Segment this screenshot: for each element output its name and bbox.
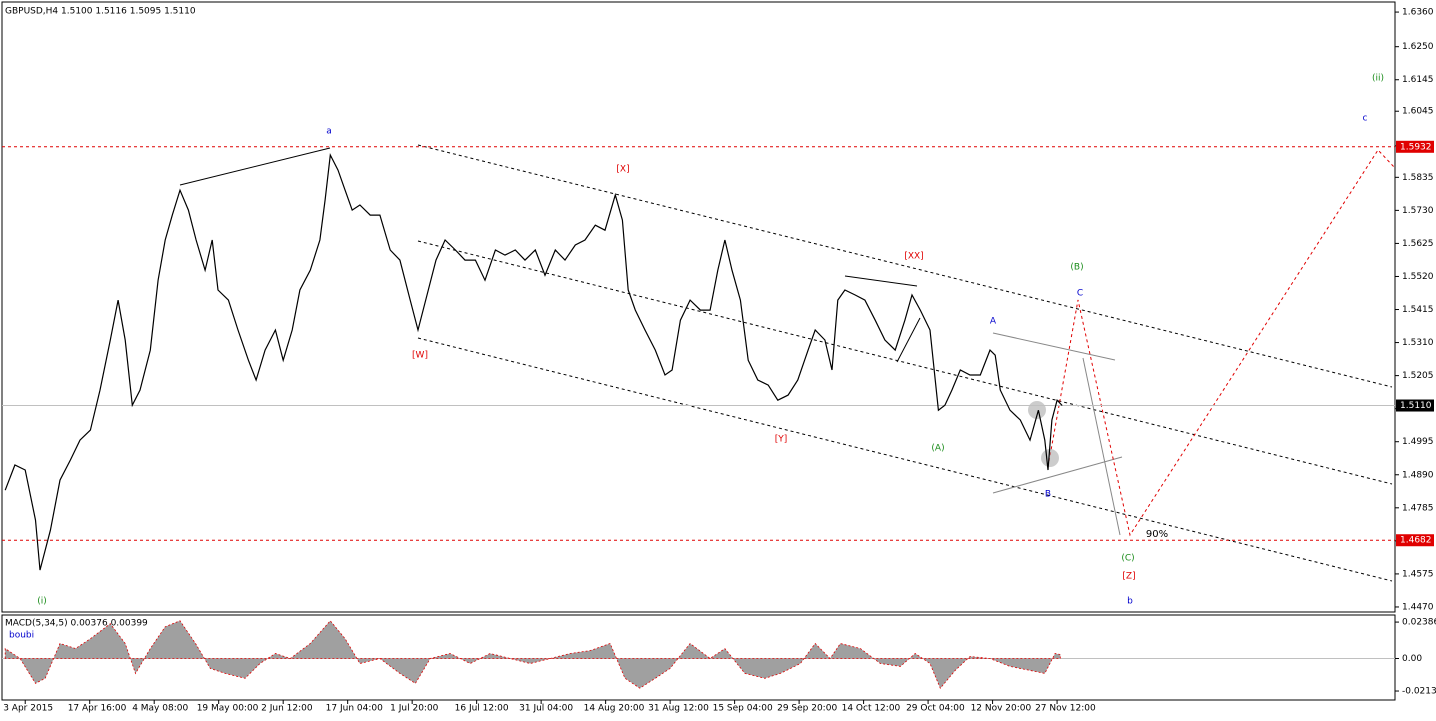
wave-label: [XX] <box>904 252 923 262</box>
wave-label: (ii) <box>1372 74 1384 84</box>
wave-label: (B) <box>1070 263 1083 273</box>
wave-label: A <box>990 317 997 327</box>
price-level-label: 1.5110 <box>1400 401 1432 411</box>
channel-line <box>417 337 1393 582</box>
y-tick-label: 0.02386 <box>1402 618 1436 628</box>
y-tick-label: 1.4575 <box>1402 569 1434 579</box>
y-tick-label: 1.5520 <box>1402 272 1434 282</box>
y-tick-label: 0.00 <box>1402 654 1422 664</box>
y-tick-label: 1.5415 <box>1402 305 1434 315</box>
wave-label: b <box>1127 597 1133 607</box>
percent-label: 90% <box>1146 529 1168 540</box>
price-level-label: 1.4682 <box>1400 536 1432 546</box>
x-tick-label: 17 Apr 16:00 <box>68 704 127 714</box>
wave-label: [Y] <box>775 435 788 445</box>
x-tick-label: 19 May 00:00 <box>197 704 259 714</box>
wave-label: (A) <box>931 444 944 454</box>
indicator-subtitle: boubi <box>9 631 34 641</box>
trend-line <box>179 147 331 186</box>
trend-line <box>992 456 1123 494</box>
channel-line <box>417 240 1393 485</box>
x-tick-label: 27 Nov 12:00 <box>1035 704 1096 714</box>
wave-label: [X] <box>616 165 629 175</box>
wave-label: C <box>1077 289 1083 299</box>
price-line <box>4 152 1063 571</box>
wave-label: a <box>326 127 332 137</box>
x-tick-label: 31 Jul 04:00 <box>519 704 573 714</box>
annotations: a [X] [XX] [W] [Y] (A) A (B) C B 90% (C)… <box>37 74 1384 607</box>
y-tick-label: 1.6250 <box>1402 42 1434 52</box>
indicator-panel <box>1 614 1396 701</box>
wave-label: [W] <box>412 351 428 361</box>
wave-label: (i) <box>37 597 47 607</box>
y-tick-label: 1.4785 <box>1402 503 1434 513</box>
x-tick-label: 12 Nov 20:00 <box>971 704 1032 714</box>
x-tick-label: 2 Jun 12:00 <box>261 704 313 714</box>
trend-line <box>844 275 918 287</box>
price-level-box <box>1396 140 1434 153</box>
indicator-title: MACD(5,34,5) 0.00376 0.00399 <box>5 619 148 629</box>
x-tick-label: 29 Oct 04:00 <box>906 704 965 714</box>
trend-line <box>992 332 1116 361</box>
price-level-label: 1.5932 <box>1400 142 1432 152</box>
wave-label: [Z] <box>1122 572 1135 582</box>
y-tick-label: 1.4470 <box>1402 602 1434 612</box>
x-tick-label: 14 Aug 20:00 <box>584 704 645 714</box>
x-tick-label: 17 Jun 04:00 <box>326 704 383 714</box>
marker-circle <box>1041 449 1059 467</box>
y-tick-label: 1.4890 <box>1402 470 1434 480</box>
y-tick-label: 1.5835 <box>1402 173 1434 183</box>
x-tick-label: 29 Sep 20:00 <box>777 704 837 714</box>
y-tick-label: 1.5730 <box>1402 206 1434 216</box>
channel-line <box>417 144 1393 388</box>
x-tick-label: 1 Jul 20:00 <box>390 704 439 714</box>
macd-area <box>4 620 1061 689</box>
x-tick-label: 3 Apr 2015 <box>3 704 53 714</box>
wave-label: (C) <box>1121 554 1134 564</box>
y-tick-label: 1.6045 <box>1402 107 1434 117</box>
price-level-box <box>1396 534 1434 547</box>
x-tick-label: 31 Aug 12:00 <box>648 704 709 714</box>
x-tick-label: 16 Jul 12:00 <box>455 704 509 714</box>
wave-label: B <box>1045 490 1051 500</box>
y-tick-label: 1.4995 <box>1402 437 1434 447</box>
y-tick-label: 1.6145 <box>1402 75 1434 85</box>
price-level-box <box>1396 399 1434 412</box>
x-tick-label: 15 Sep 04:00 <box>713 704 773 714</box>
y-tick-label: 1.5205 <box>1402 371 1434 381</box>
trend-line <box>896 317 921 363</box>
x-tick-label: 14 Oct 12:00 <box>842 704 901 714</box>
main-panel <box>1 1 1396 613</box>
y-tick-label: 1.6360 <box>1402 8 1434 18</box>
y-tick-label: 1.5625 <box>1402 239 1434 249</box>
trend-line <box>1082 357 1121 536</box>
wave-label: c <box>1363 114 1368 124</box>
y-tick-label: 1.5310 <box>1402 338 1434 348</box>
x-tick-label: 4 May 08:00 <box>132 704 188 714</box>
projection-path <box>1047 149 1396 537</box>
y-tick-label: -0.02132 <box>1402 687 1436 697</box>
chart-title: GBPUSD,H4 1.5100 1.5116 1.5095 1.5110 <box>5 7 196 17</box>
